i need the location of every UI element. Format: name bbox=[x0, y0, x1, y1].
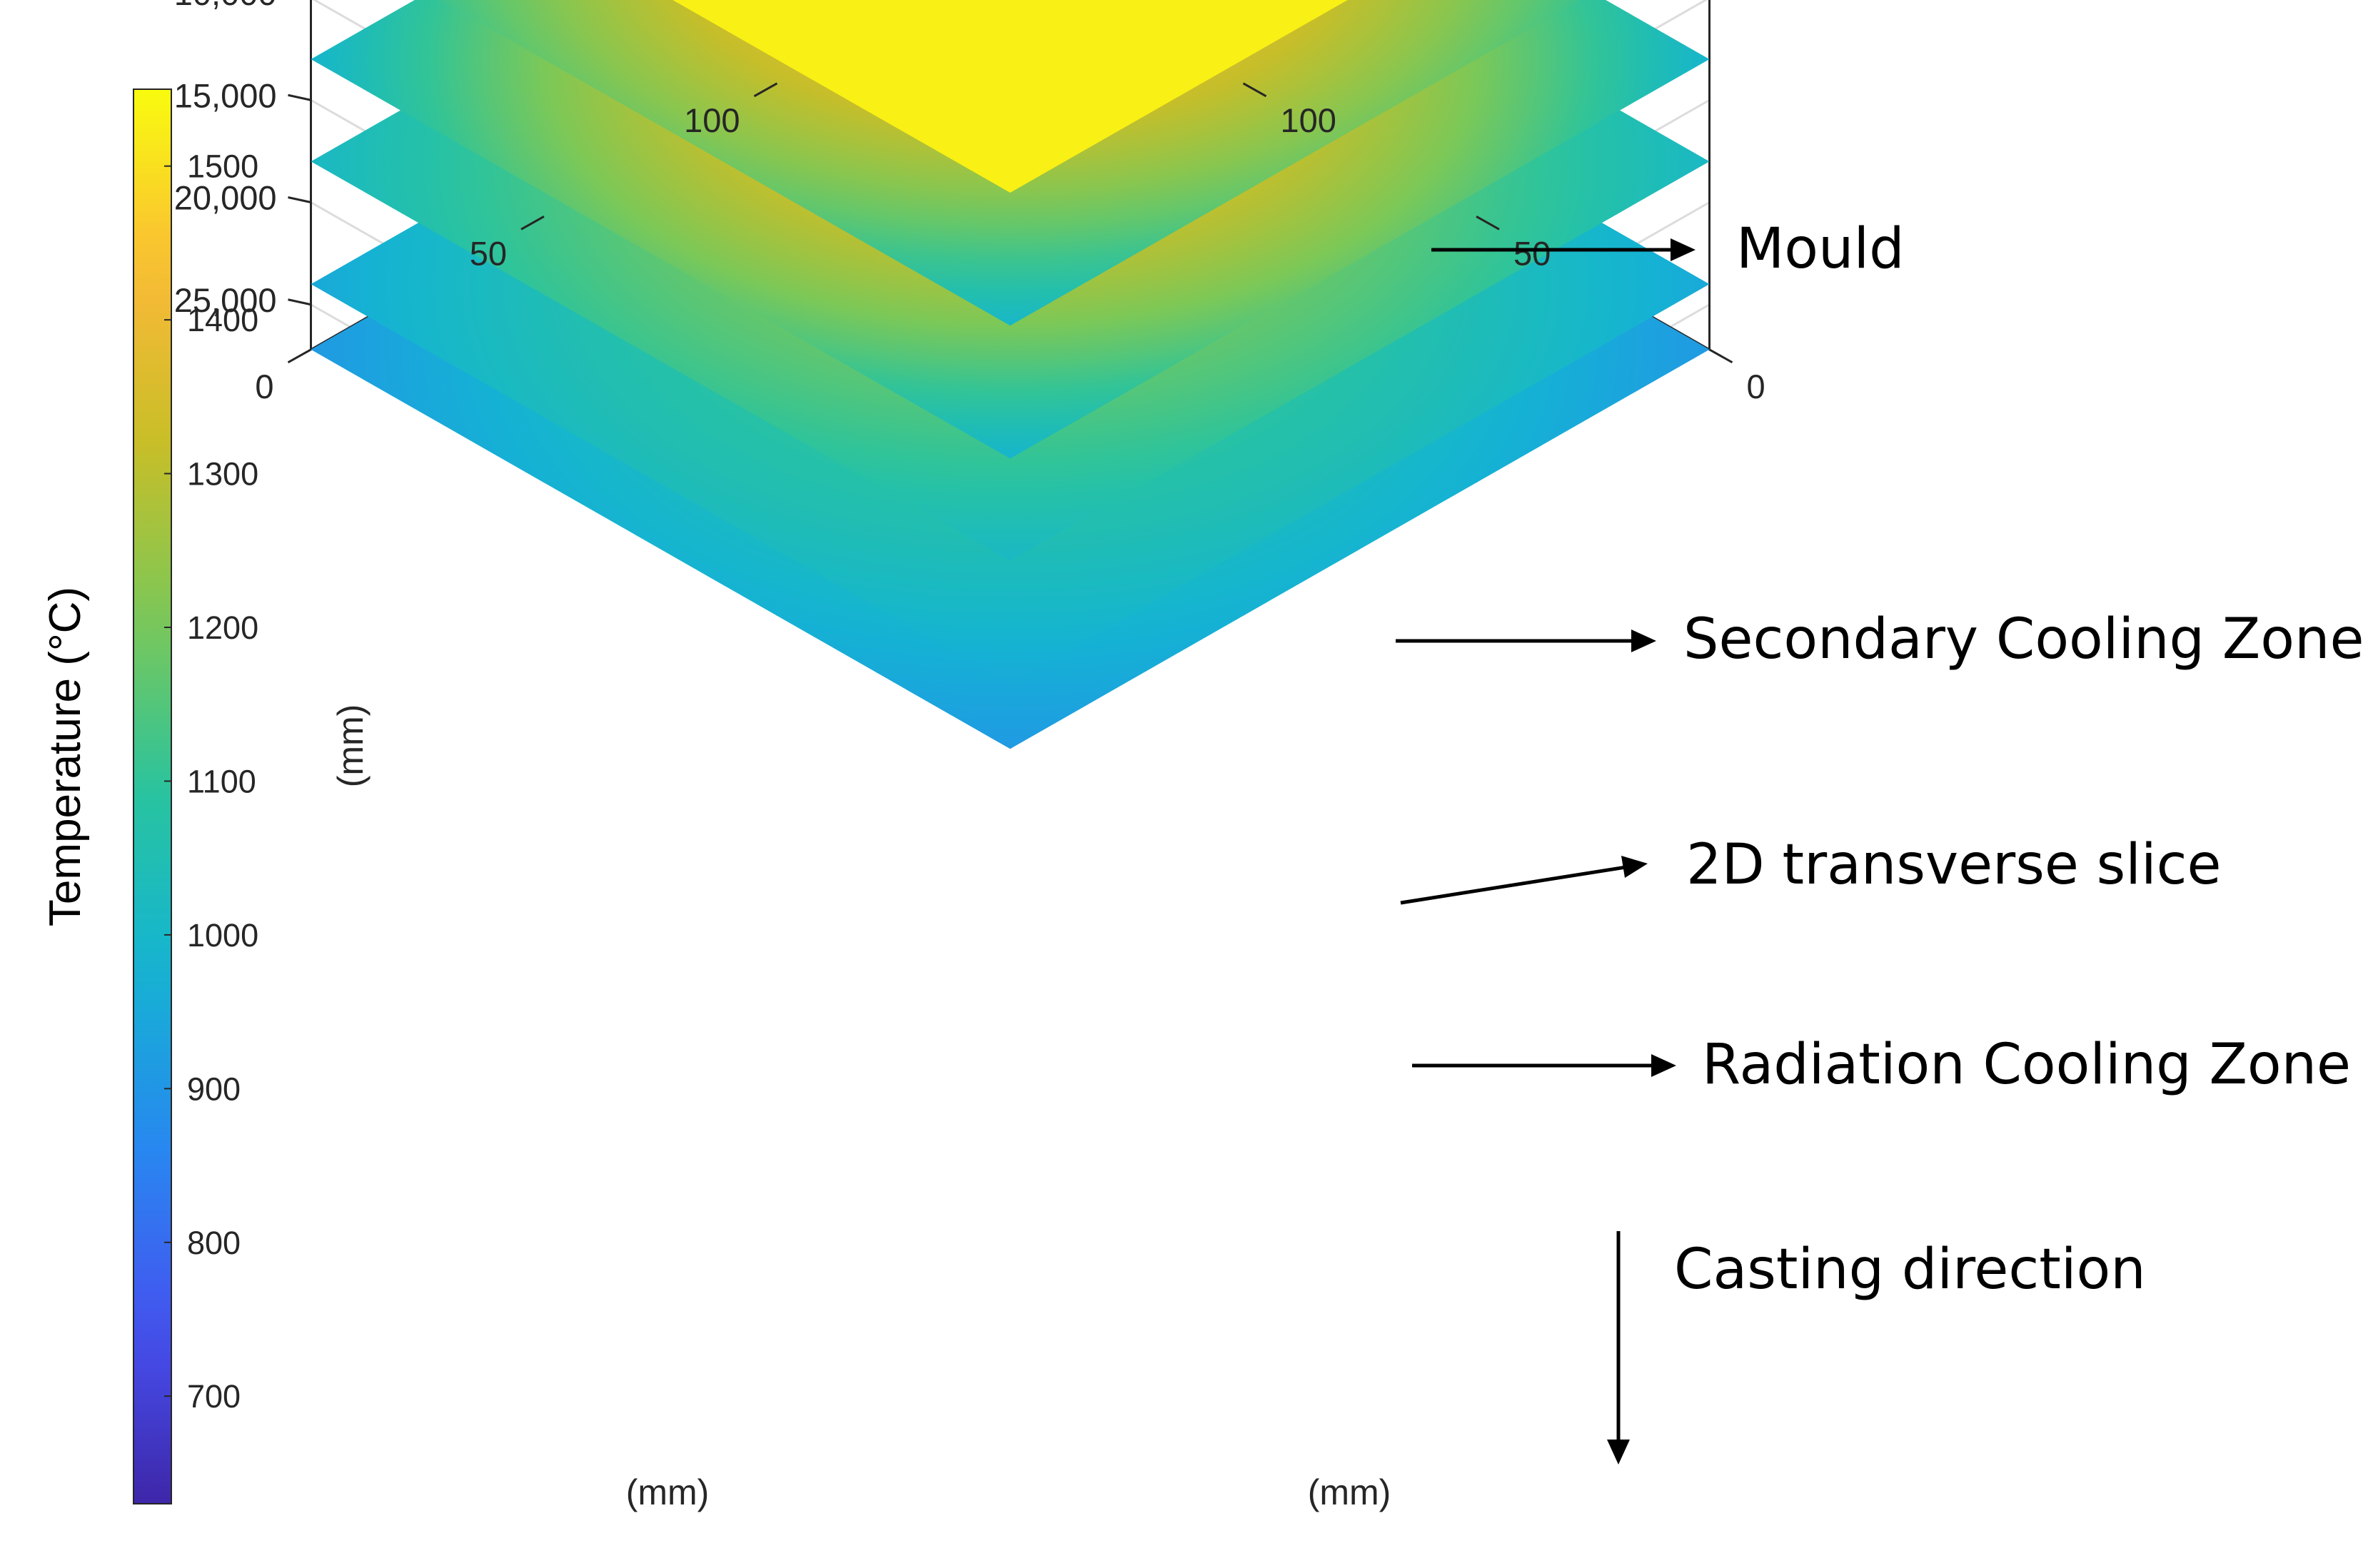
temperature-slice bbox=[672, 0, 1348, 193]
annotation-casting-direction-label: Casting direction bbox=[1674, 1238, 2146, 1302]
y-axis-tick-label: 50 bbox=[1513, 234, 1551, 272]
colorbar-ticks: 700 800 900 1000 1100 1200 1300 1400 1500 bbox=[164, 148, 258, 1415]
annotation-radiation-cooling-label: Radiation Cooling Zone bbox=[1702, 1033, 2351, 1097]
annotations: Mould Secondary Cooling Zone 2D transver… bbox=[1396, 217, 2364, 1465]
x-axis-tick-label: 50 bbox=[470, 234, 507, 272]
x-axis-tick-label: 150 bbox=[917, 0, 973, 6]
x-axis-tick bbox=[520, 215, 545, 231]
x-axis-tick bbox=[287, 348, 312, 364]
z-axis-tick-label: 20,000 bbox=[174, 179, 277, 217]
annotation-secondary-cooling: Secondary Cooling Zone bbox=[1396, 607, 2364, 672]
y-axis-tick-label: 0 bbox=[1747, 368, 1765, 405]
x-axis-tick bbox=[753, 82, 778, 98]
colorbar-tick-label: 1100 bbox=[187, 763, 256, 799]
colorbar-tick-label: 1000 bbox=[187, 917, 258, 954]
z-axis-tick-label: 10,000 bbox=[174, 0, 277, 12]
colorbar-tick-label: 800 bbox=[187, 1225, 241, 1261]
y-axis-tick bbox=[1476, 215, 1500, 231]
annotation-2d-slice-label: 2D transverse slice bbox=[1686, 833, 2222, 897]
colorbar: 700 800 900 1000 1100 1200 1300 1400 1500 Temper… bbox=[41, 88, 258, 1504]
z-axis-tick-label: 15,000 bbox=[174, 76, 277, 114]
y-axis-tick-label: 100 bbox=[1281, 101, 1336, 139]
colorbar-gradient bbox=[133, 88, 172, 1504]
annotation-radiation-cooling: Radiation Cooling Zone bbox=[1412, 1033, 2351, 1097]
colorbar-tick-label: 1400 bbox=[187, 302, 258, 338]
z-axis-tick bbox=[288, 298, 311, 306]
x-axis-tick-label: 0 bbox=[255, 368, 273, 405]
colorbar-tick-label: 1200 bbox=[187, 610, 258, 646]
annotation-secondary-cooling-label: Secondary Cooling Zone bbox=[1683, 607, 2364, 672]
annotation-casting-direction: Casting direction bbox=[1607, 1231, 2146, 1465]
colorbar-tick-label: 1300 bbox=[187, 456, 258, 492]
y-axis-label: (mm) bbox=[1308, 1472, 1391, 1512]
colorbar-title: Temperature (°C) bbox=[41, 587, 90, 926]
x-axis-ticks: 0 50 100 150 bbox=[255, 0, 973, 405]
y-axis-tick-label: 150 bbox=[1047, 0, 1103, 6]
y-axis-tick bbox=[1242, 82, 1267, 98]
colorbar-tick-label: 700 bbox=[187, 1378, 241, 1415]
z-axis-tick-label: 25,000 bbox=[174, 281, 277, 319]
colorbar-tick-label: 900 bbox=[187, 1071, 241, 1107]
temperature-slices bbox=[311, 0, 1710, 749]
annotation-mould-label: Mould bbox=[1736, 217, 1905, 281]
z-axis-tick bbox=[288, 196, 311, 203]
z-axis-label: (mm) bbox=[331, 704, 371, 788]
colorbar-tick-label: 1500 bbox=[187, 148, 258, 185]
x-axis-label: (mm) bbox=[626, 1472, 710, 1512]
y-axis-tick bbox=[1708, 348, 1733, 364]
annotation-mould: Mould bbox=[1431, 217, 1905, 281]
z-axis-tick bbox=[288, 93, 311, 101]
x-axis-tick-label: 100 bbox=[684, 101, 740, 139]
annotation-2d-slice: 2D transverse slice bbox=[1400, 833, 2222, 905]
y-axis-ticks: 0 50 100 150 bbox=[1047, 0, 1765, 405]
